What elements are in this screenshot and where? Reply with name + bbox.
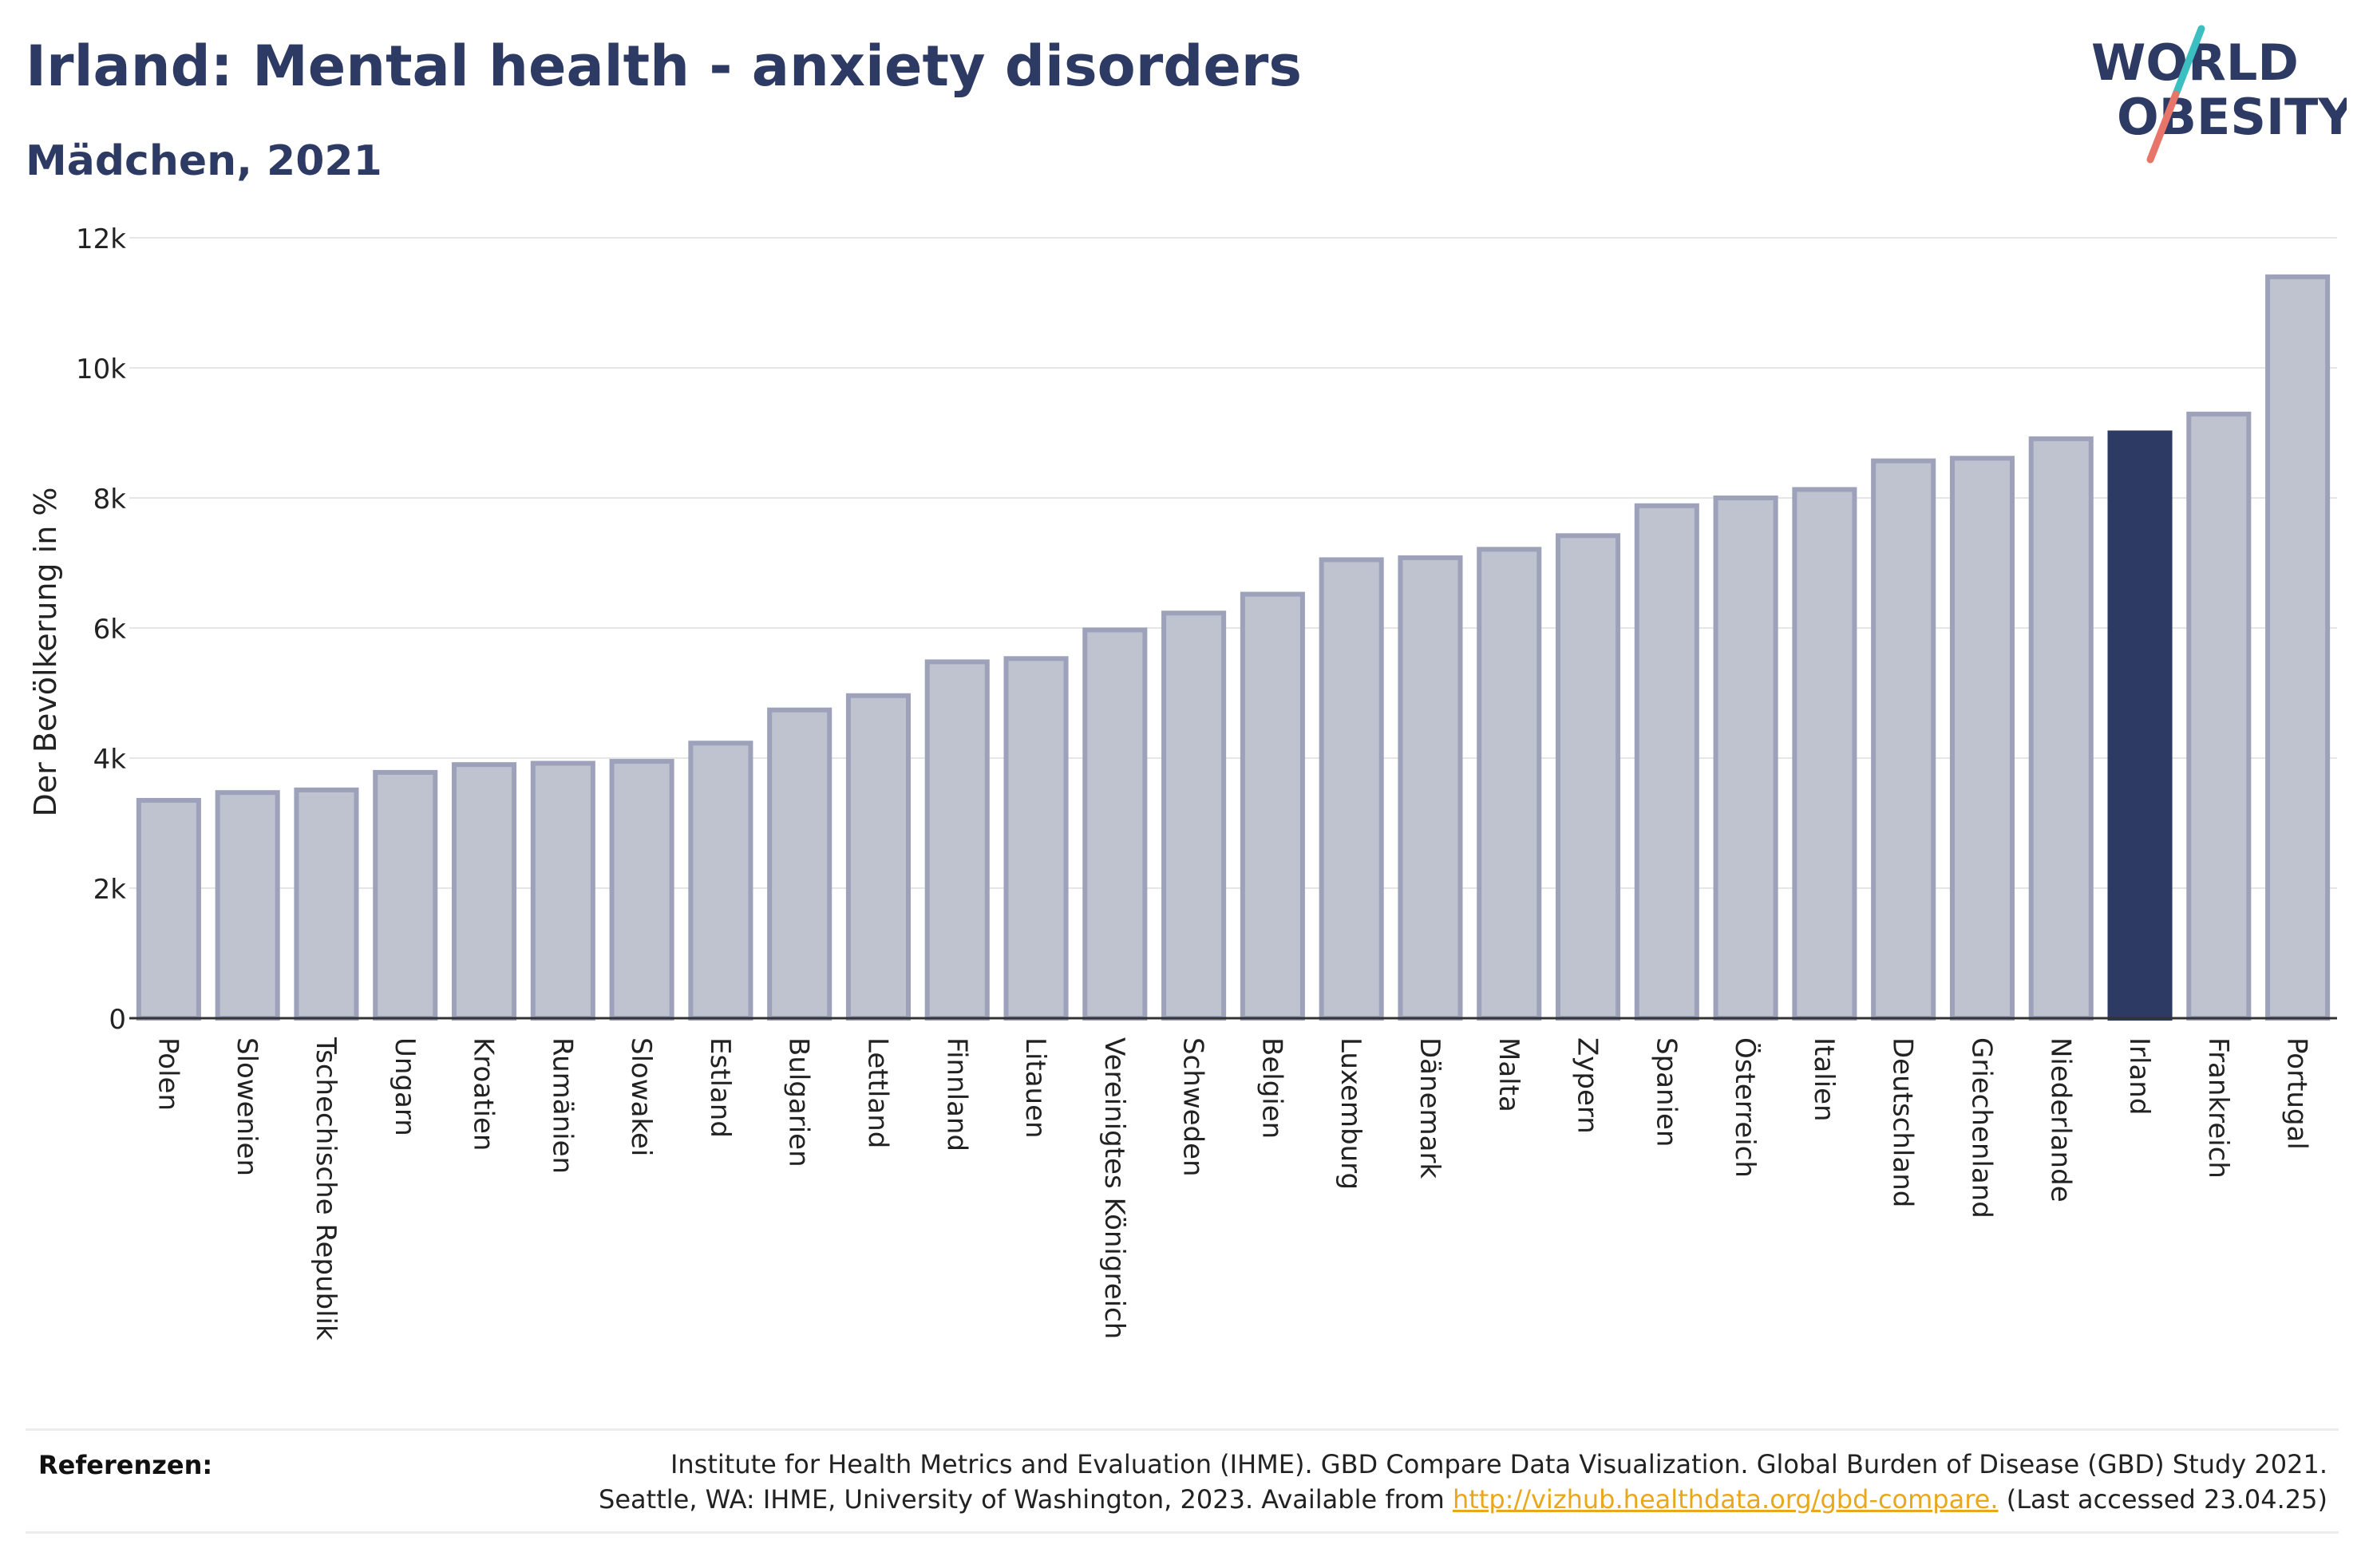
x-tick-label: Finnland (940, 1037, 972, 1151)
bar-irland (2107, 430, 2173, 1021)
y-axis-label: Der Bevölkerung in % (28, 488, 63, 817)
bar-slowakei (609, 759, 674, 1021)
bar-malta (1477, 547, 1542, 1021)
x-tick-label: Slowenien (231, 1037, 263, 1176)
x-tick-label: Deutschland (1887, 1037, 1919, 1207)
bar-luxemburg (1319, 557, 1384, 1021)
bar-belgien (1240, 591, 1305, 1021)
bar-bulgarien (767, 707, 832, 1021)
x-tick-label: Dänemark (1414, 1037, 1445, 1179)
references-label: Referenzen: (38, 1450, 213, 1480)
bar-slowenien (215, 790, 280, 1021)
x-tick-label: Kroatien (468, 1037, 500, 1151)
bar-ungarn (373, 769, 438, 1021)
logo-slash-top (2172, 25, 2205, 98)
references-footer: Referenzen: Institute for Health Metrics… (26, 1428, 2339, 1534)
world-obesity-logo: WORLD OBESITY (2091, 25, 2347, 164)
x-tick-label: Bulgarien (783, 1037, 815, 1167)
reference-accessed: (Last accessed 23.04.25) (1998, 1484, 2327, 1515)
chart-title: Irland: Mental health - anxiety disorder… (26, 34, 1303, 99)
x-tick-label: Ungarn (389, 1037, 421, 1136)
bar-dänemark (1398, 555, 1463, 1021)
x-tick-label: Italien (1808, 1037, 1840, 1122)
bar-vereinigtes-königreich (1082, 627, 1148, 1021)
reference-line-2: Seattle, WA: IHME, University of Washing… (599, 1482, 2327, 1517)
x-tick-label: Griechenland (1965, 1037, 1997, 1218)
x-tick-label: Portugal (2281, 1037, 2313, 1150)
logo-slash-bottom (2146, 90, 2180, 164)
bar-estland (688, 741, 753, 1021)
reference-line-1: Institute for Health Metrics and Evaluat… (670, 1449, 2327, 1479)
y-tick-label: 12k (76, 223, 126, 255)
bar-chart: 0 2k 4k 6k 8k 10k 12k Der Bevölkerung in % Polen… (28, 223, 2337, 1341)
x-tick-label: Niederlande (2044, 1037, 2076, 1203)
bar-polen (136, 797, 201, 1021)
bar-lettland (845, 693, 912, 1021)
x-tick-label: Vereinigtes Königreich (1098, 1037, 1130, 1339)
bar-niederlande (2028, 436, 2094, 1021)
x-tick-label: Malta (1493, 1037, 1525, 1112)
x-tick-label: Tschechische Republik (310, 1037, 342, 1341)
bar-österreich (1713, 496, 1778, 1021)
reference-line-2-text: Seattle, WA: IHME, University of Washing… (599, 1484, 1453, 1515)
chart-subtitle: Mädchen, 2021 (26, 137, 382, 185)
y-tick-label: 8k (93, 484, 127, 515)
x-tick-label: Spanien (1650, 1037, 1682, 1147)
x-tick-label: Österreich (1729, 1037, 1762, 1178)
bar-finnland (924, 659, 990, 1021)
bar-deutschland (1871, 458, 1936, 1021)
bar-griechenland (1949, 456, 2015, 1021)
y-tick-label: 6k (93, 614, 127, 646)
bar-kroatien (451, 762, 517, 1021)
bar-schweden (1161, 610, 1227, 1021)
bar-spanien (1634, 503, 1699, 1021)
x-tick-label: Irland (2123, 1037, 2155, 1115)
x-tick-label: Estland (704, 1037, 736, 1138)
y-tick-label: 2k (93, 874, 127, 906)
y-tick-label: 0 (109, 1004, 126, 1036)
x-tick-label: Rumänien (546, 1037, 578, 1174)
x-tick-label: Zypern (1572, 1037, 1604, 1134)
reference-link[interactable]: http://vizhub.healthdata.org/gbd-compare… (1452, 1484, 1999, 1515)
bar-litauen (1003, 656, 1069, 1021)
bar-portugal (2265, 274, 2331, 1021)
x-tick-label: Schweden (1177, 1037, 1209, 1177)
logo-word-obesity: OBESITY (2117, 88, 2347, 146)
x-tick-label: Litauen (1019, 1037, 1051, 1139)
x-tick-label: Slowakei (625, 1037, 657, 1156)
bar-frankreich (2186, 411, 2252, 1021)
references-text: Institute for Health Metrics and Evaluat… (599, 1447, 2327, 1517)
x-tick-label: Belgien (1256, 1037, 1287, 1139)
y-tick-label: 10k (76, 353, 126, 385)
bar-italien (1792, 487, 1857, 1021)
x-tick-label: Luxemburg (1335, 1037, 1366, 1190)
x-tick-label: Polen (152, 1037, 184, 1111)
y-tick-label: 4k (93, 744, 127, 776)
bar-zypern (1555, 533, 1621, 1021)
bar-tschechische-republik (294, 787, 359, 1021)
bar-rumänien (530, 760, 595, 1021)
x-tick-label: Lettland (861, 1037, 893, 1148)
x-tick-label: Frankreich (2202, 1037, 2234, 1179)
